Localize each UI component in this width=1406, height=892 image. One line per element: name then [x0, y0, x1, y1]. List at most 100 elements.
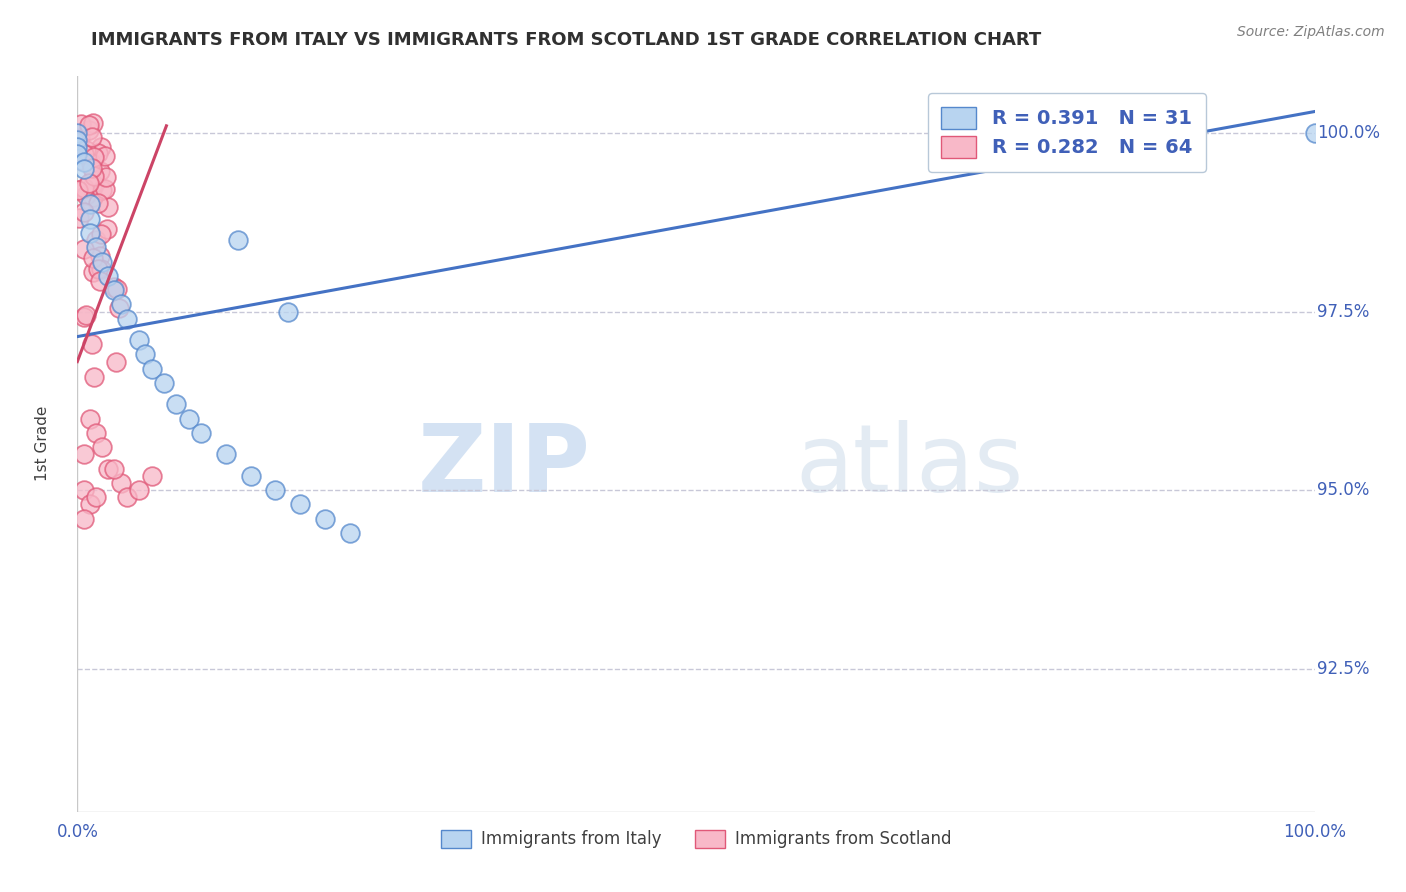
Point	[73, 204, 96, 219]
Point	[80, 156, 103, 170]
Point	[288, 498, 311, 512]
Point	[72, 512, 94, 526]
Point	[66, 147, 89, 161]
Text: 100.0%: 100.0%	[1317, 124, 1381, 142]
Point	[87, 195, 110, 210]
Point	[89, 163, 111, 178]
Point	[83, 169, 105, 184]
Point	[84, 240, 107, 254]
Point	[80, 194, 103, 209]
Point	[90, 227, 112, 241]
Point	[103, 279, 125, 293]
Point	[239, 469, 262, 483]
Text: ZIP: ZIP	[418, 420, 591, 512]
Point	[82, 251, 104, 265]
Point	[80, 161, 103, 176]
Point	[128, 333, 150, 347]
Point	[97, 200, 120, 214]
Point	[73, 310, 96, 325]
Point	[72, 161, 94, 176]
Point	[91, 183, 114, 197]
Point	[94, 148, 117, 162]
Point	[314, 512, 336, 526]
Text: 92.5%: 92.5%	[1317, 660, 1369, 678]
Point	[153, 376, 176, 390]
Point	[94, 169, 117, 184]
Point	[87, 145, 110, 160]
Point	[226, 233, 249, 247]
Point	[110, 297, 132, 311]
Point	[215, 448, 238, 462]
Point	[83, 150, 105, 164]
Point	[66, 126, 89, 140]
Point	[94, 182, 117, 196]
Point	[103, 283, 125, 297]
Point	[75, 188, 97, 202]
Point	[66, 140, 89, 154]
Point	[79, 226, 101, 240]
Point	[103, 462, 125, 476]
Point	[96, 222, 118, 236]
Text: 1st Grade: 1st Grade	[35, 406, 51, 482]
Point	[115, 311, 138, 326]
Point	[89, 274, 111, 288]
Point	[83, 178, 105, 193]
Point	[79, 411, 101, 425]
Legend: Immigrants from Italy, Immigrants from Scotland: Immigrants from Italy, Immigrants from S…	[434, 823, 957, 855]
Point	[75, 308, 97, 322]
Point	[105, 282, 128, 296]
Point	[82, 190, 104, 204]
Point	[72, 483, 94, 498]
Point	[73, 242, 96, 256]
Point	[110, 476, 132, 491]
Point	[89, 249, 111, 263]
Point	[84, 491, 107, 505]
Point	[72, 154, 94, 169]
Point	[90, 261, 112, 276]
Text: 97.5%: 97.5%	[1317, 302, 1369, 320]
Point	[79, 211, 101, 226]
Point	[115, 491, 138, 505]
Point	[82, 178, 104, 192]
Point	[339, 526, 361, 541]
Text: atlas: atlas	[794, 420, 1024, 512]
Point	[84, 233, 107, 247]
Point	[72, 448, 94, 462]
Point	[73, 181, 96, 195]
Point	[82, 336, 104, 351]
Point	[264, 483, 287, 498]
Point	[82, 265, 104, 279]
Point	[70, 117, 93, 131]
Point	[79, 498, 101, 512]
Point	[67, 183, 90, 197]
Point	[77, 123, 100, 137]
Text: IMMIGRANTS FROM ITALY VS IMMIGRANTS FROM SCOTLAND 1ST GRADE CORRELATION CHART: IMMIGRANTS FROM ITALY VS IMMIGRANTS FROM…	[91, 31, 1042, 49]
Point	[77, 176, 100, 190]
Point	[82, 116, 104, 130]
Point	[90, 140, 112, 154]
Point	[67, 211, 90, 226]
Point	[128, 483, 150, 498]
Point	[69, 153, 91, 168]
Point	[97, 462, 120, 476]
Point	[82, 130, 104, 145]
Point	[1303, 126, 1326, 140]
Point	[77, 119, 100, 133]
Point	[69, 131, 91, 145]
Point	[91, 254, 114, 268]
Point	[190, 425, 212, 440]
Point	[79, 197, 101, 211]
Point	[177, 411, 200, 425]
Point	[83, 370, 105, 384]
Text: 95.0%: 95.0%	[1317, 481, 1369, 500]
Point	[91, 441, 114, 455]
Point	[165, 397, 187, 411]
Point	[66, 133, 89, 147]
Point	[134, 347, 156, 361]
Point	[277, 304, 299, 318]
Point	[141, 469, 163, 483]
Point	[108, 301, 131, 316]
Point	[87, 262, 110, 277]
Point	[73, 147, 96, 161]
Point	[84, 425, 107, 440]
